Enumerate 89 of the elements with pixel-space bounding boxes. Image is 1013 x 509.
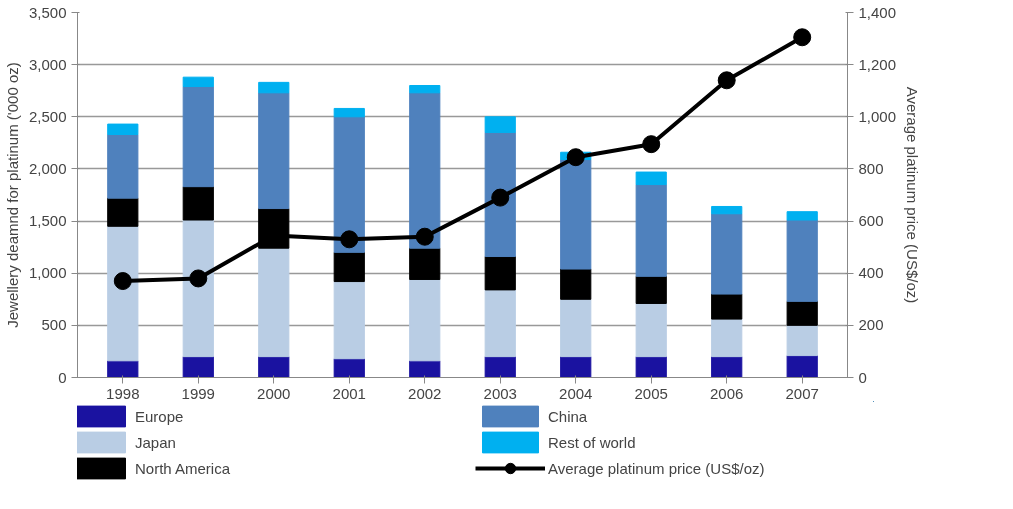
y-tick-label: 0 bbox=[58, 368, 67, 386]
bar bbox=[107, 197, 139, 227]
bar bbox=[182, 76, 214, 88]
y-tick-label: 500 bbox=[41, 316, 67, 334]
bar bbox=[182, 186, 214, 221]
bar bbox=[711, 293, 743, 320]
bar bbox=[635, 184, 667, 277]
y2-tick-label: 1,200 bbox=[858, 55, 897, 73]
bar bbox=[484, 256, 516, 291]
bar bbox=[560, 159, 592, 270]
bar bbox=[484, 289, 516, 358]
x-tick-label: 2004 bbox=[559, 384, 593, 402]
x-tick-label: 2007 bbox=[785, 384, 819, 402]
bar bbox=[409, 85, 441, 94]
bar bbox=[258, 92, 290, 210]
y2-axis-title: Average platinum price (US$/oz) bbox=[904, 86, 922, 304]
legend-label: Europe bbox=[135, 406, 185, 427]
legend-label: North America bbox=[135, 458, 232, 479]
y2-tick-label: 0 bbox=[858, 368, 867, 386]
bar bbox=[786, 300, 818, 326]
bar bbox=[182, 219, 214, 358]
point bbox=[415, 227, 434, 246]
bar bbox=[333, 358, 365, 378]
bar bbox=[560, 298, 592, 358]
y-tick-label: 2,000 bbox=[28, 159, 67, 177]
y2-tick-label: 200 bbox=[858, 316, 884, 334]
bar bbox=[182, 356, 214, 378]
point bbox=[113, 272, 132, 291]
x-tick-label: 2003 bbox=[483, 384, 517, 402]
y2-tick-label: 1,400 bbox=[858, 3, 897, 21]
bar bbox=[711, 213, 743, 295]
legend-label: Rest of world bbox=[548, 432, 637, 453]
bar bbox=[107, 360, 139, 378]
point bbox=[189, 269, 208, 288]
bar bbox=[560, 356, 592, 378]
bar bbox=[786, 355, 818, 378]
point bbox=[491, 188, 510, 207]
bar bbox=[786, 324, 818, 357]
bar bbox=[560, 268, 592, 300]
bar bbox=[258, 247, 290, 358]
point bbox=[717, 71, 736, 90]
bar bbox=[258, 81, 290, 94]
bar bbox=[409, 92, 441, 249]
point bbox=[566, 148, 585, 167]
x-tick-label: 2001 bbox=[332, 384, 366, 402]
bar bbox=[333, 107, 365, 118]
y2-tick-label: 600 bbox=[858, 212, 884, 230]
x-tick-label: 1998 bbox=[106, 384, 140, 402]
y-tick-label: 3,000 bbox=[28, 55, 67, 73]
bar bbox=[333, 116, 365, 253]
bar bbox=[635, 356, 667, 378]
bar bbox=[711, 205, 743, 215]
bar bbox=[635, 275, 667, 304]
x-tick-label: 2006 bbox=[710, 384, 744, 402]
y2-tick-label: 400 bbox=[858, 264, 884, 282]
y-tick-label: 3,500 bbox=[28, 3, 67, 21]
bar bbox=[786, 219, 818, 302]
bar bbox=[258, 356, 290, 378]
y2-tick-label: 800 bbox=[858, 159, 884, 177]
legend-label: Japan bbox=[135, 432, 177, 453]
bar bbox=[107, 123, 139, 136]
x-tick-label: 2000 bbox=[257, 384, 291, 402]
point bbox=[642, 135, 661, 154]
y-tick-label: 1,000 bbox=[28, 264, 67, 282]
x-tick-label: 1999 bbox=[181, 384, 215, 402]
bar bbox=[107, 134, 139, 199]
legend-label: China bbox=[548, 406, 589, 427]
point bbox=[340, 230, 359, 249]
x-tick-label: 2005 bbox=[634, 384, 668, 402]
bar bbox=[333, 281, 365, 360]
bar bbox=[409, 360, 441, 378]
bar bbox=[484, 131, 516, 258]
x-tick-label: 2002 bbox=[408, 384, 442, 402]
bar bbox=[786, 211, 818, 221]
bar bbox=[711, 318, 743, 358]
point bbox=[793, 28, 812, 47]
bar bbox=[409, 278, 441, 362]
y2-tick-label: 1,000 bbox=[858, 107, 897, 125]
bar bbox=[484, 356, 516, 378]
y-tick-label: 1,500 bbox=[28, 212, 67, 230]
bar bbox=[635, 302, 667, 358]
bar bbox=[635, 171, 667, 186]
bar bbox=[484, 116, 516, 133]
y-axis-title: Jewellery deamnd for platinum ('000 oz) bbox=[3, 62, 21, 328]
y-tick-label: 2,500 bbox=[28, 107, 67, 125]
bar bbox=[107, 225, 139, 362]
legend-label: Average platinum price (US$/oz) bbox=[548, 458, 766, 479]
bar bbox=[711, 356, 743, 378]
bar bbox=[182, 86, 214, 188]
